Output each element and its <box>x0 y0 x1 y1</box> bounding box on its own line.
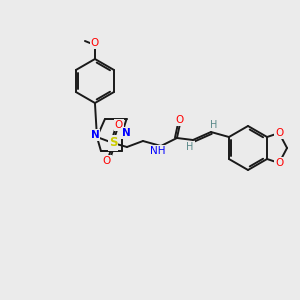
Text: H: H <box>210 120 218 130</box>
Text: O: O <box>91 38 99 48</box>
Text: S: S <box>109 136 117 149</box>
Text: O: O <box>176 115 184 125</box>
Text: O: O <box>275 128 283 138</box>
Text: N: N <box>91 130 99 140</box>
Text: O: O <box>115 120 123 130</box>
Text: O: O <box>275 158 283 168</box>
Text: H: H <box>186 142 194 152</box>
Text: O: O <box>103 156 111 166</box>
Text: N: N <box>122 128 130 138</box>
Text: NH: NH <box>150 146 166 156</box>
